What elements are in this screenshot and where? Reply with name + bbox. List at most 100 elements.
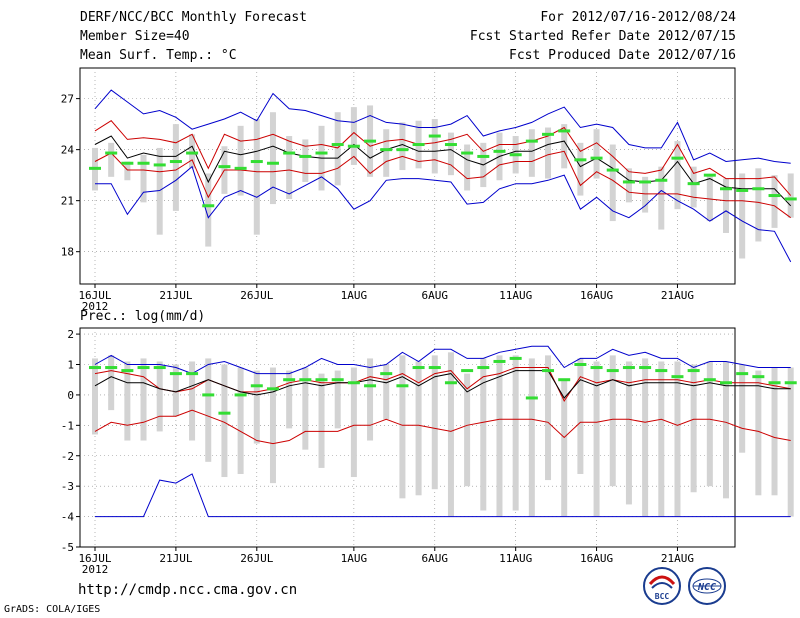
prec-box-32 xyxy=(609,355,616,487)
prec-box-13 xyxy=(302,367,309,450)
temp-box-7 xyxy=(205,173,212,247)
ncc-logo-text: NCC xyxy=(697,582,716,593)
precip-title: Prec.: log(mm/d) xyxy=(80,309,206,324)
temp-xtick-label-5: 11AUG xyxy=(499,289,532,302)
prec-box-40 xyxy=(739,364,746,453)
prec-box-17 xyxy=(367,358,374,441)
temp-box-35 xyxy=(658,166,665,230)
temp-box-37 xyxy=(690,166,697,208)
prec-xtick-label-5: 11AUG xyxy=(499,552,532,565)
temp-line-ensemble-max xyxy=(94,89,791,164)
prec-line-ensemble-min xyxy=(95,473,791,518)
logos: BCC NCC xyxy=(643,567,726,605)
prec-box-0 xyxy=(92,358,98,435)
temp-xtick-label-7: 21AUG xyxy=(661,289,694,302)
prec-box-35 xyxy=(658,361,665,517)
prec-ytick-label-6: 1 xyxy=(67,359,74,372)
temp-ytick-label-0: 18 xyxy=(61,246,74,259)
temp-box-5 xyxy=(172,124,179,211)
temp-xtick-year: 2012 xyxy=(82,300,109,313)
temp-box-12 xyxy=(286,136,293,199)
temp-box-29 xyxy=(561,124,568,169)
temp-box-18 xyxy=(383,129,390,177)
prec-xtick-label-6: 16AUG xyxy=(580,552,613,565)
prec-box-27 xyxy=(528,358,535,517)
temp-xtick-label-0: 16JUL xyxy=(78,289,111,302)
temp-box-27 xyxy=(528,129,535,177)
prec-ytick-label-2: -3 xyxy=(61,480,74,493)
temp-ytick-label-3: 27 xyxy=(61,93,74,106)
temp-ytick-label-1: 21 xyxy=(61,195,74,208)
prec-box-25 xyxy=(496,355,503,517)
variable-label: Mean Surf. Temp.: °C xyxy=(80,48,237,63)
temp-xtick-label-3: 1AUG xyxy=(341,289,368,302)
prec-box-23 xyxy=(464,373,471,487)
temp-box-36 xyxy=(674,141,681,210)
member-size-label: Member Size=40 xyxy=(80,29,190,44)
prec-xtick-label-2: 26JUL xyxy=(240,552,273,565)
prec-box-24 xyxy=(480,358,487,511)
prec-box-8 xyxy=(221,364,228,478)
temp-box-23 xyxy=(464,144,471,191)
temp-line-lower-spread xyxy=(94,150,791,219)
chart-title: DERF/NCC/BCC Monthly Forecast xyxy=(80,10,307,25)
prec-line-ensemble-max xyxy=(94,345,791,375)
prec-box-3 xyxy=(140,358,147,441)
temp-line-ensemble-min xyxy=(95,165,792,263)
bcc-logo-text: BCC xyxy=(655,592,670,601)
prec-box-15 xyxy=(334,370,341,429)
prec-xtick-label-3: 1AUG xyxy=(341,552,368,565)
prec-box-33 xyxy=(625,361,632,505)
temp-box-21 xyxy=(431,119,438,174)
temp-box-10 xyxy=(253,119,260,235)
temp-xtick-label-2: 26JUL xyxy=(240,289,273,302)
prec-box-6 xyxy=(189,361,196,441)
prec-ytick-label-5: 0 xyxy=(67,389,74,402)
prec-box-26 xyxy=(512,355,519,511)
temp-box-4 xyxy=(156,147,163,235)
temp-box-6 xyxy=(189,134,196,169)
prec-ytick-label-0: -5 xyxy=(61,541,74,554)
prec-line-ensemble-mean xyxy=(94,370,791,399)
temp-xtick-label-6: 16AUG xyxy=(580,289,613,302)
temp-box-41 xyxy=(755,168,762,242)
bcc-logo: BCC xyxy=(643,567,681,605)
prec-box-10 xyxy=(253,370,260,444)
produced-date: Fcst Produced Date 2012/07/16 xyxy=(509,48,736,63)
prec-box-38 xyxy=(706,361,713,487)
temp-box-15 xyxy=(334,112,341,186)
ncc-logo: NCC xyxy=(688,567,726,605)
prec-box-36 xyxy=(674,361,681,517)
prec-line-lower-spread xyxy=(94,409,791,445)
source-url[interactable]: http://cmdp.ncc.cma.gov.cn xyxy=(78,582,298,598)
prec-box-2 xyxy=(124,361,131,441)
temp-box-40 xyxy=(739,173,746,259)
temp-ytick-label-2: 24 xyxy=(61,144,75,157)
prec-xtick-year: 2012 xyxy=(82,563,109,576)
temp-box-32 xyxy=(609,144,616,222)
prec-box-37 xyxy=(690,364,697,493)
prec-frame xyxy=(79,327,736,548)
prec-box-34 xyxy=(642,358,649,517)
prec-ytick-label-7: 2 xyxy=(67,328,74,341)
start-date: Fcst Started Refer Date 2012/07/15 xyxy=(469,29,736,44)
temp-box-22 xyxy=(447,132,454,176)
temp-line-ensemble-mean xyxy=(94,135,792,207)
prec-xtick-label-7: 21AUG xyxy=(661,552,694,565)
temp-box-39 xyxy=(723,178,729,233)
temp-box-16 xyxy=(350,107,357,165)
temp-box-30 xyxy=(577,142,584,196)
prec-box-18 xyxy=(383,364,390,420)
precipitation-chart: -5 -4 -3 -2 -1 0 1 2 16JUL 21JUL 26JUL 1AUG 6AUG 11AU… xyxy=(61,327,797,576)
temp-xtick-label-1: 21JUL xyxy=(159,289,192,302)
temp-box-34 xyxy=(642,176,649,213)
prec-box-20 xyxy=(415,361,422,496)
prec-ytick-label-3: -2 xyxy=(61,450,74,463)
prec-box-21 xyxy=(431,355,438,490)
temp-box-28 xyxy=(545,127,552,179)
prec-box-31 xyxy=(593,361,600,517)
prec-box-5 xyxy=(172,364,179,417)
prec-box-42 xyxy=(771,367,778,496)
temp-box-13 xyxy=(302,139,309,182)
prec-box-9 xyxy=(237,367,244,474)
